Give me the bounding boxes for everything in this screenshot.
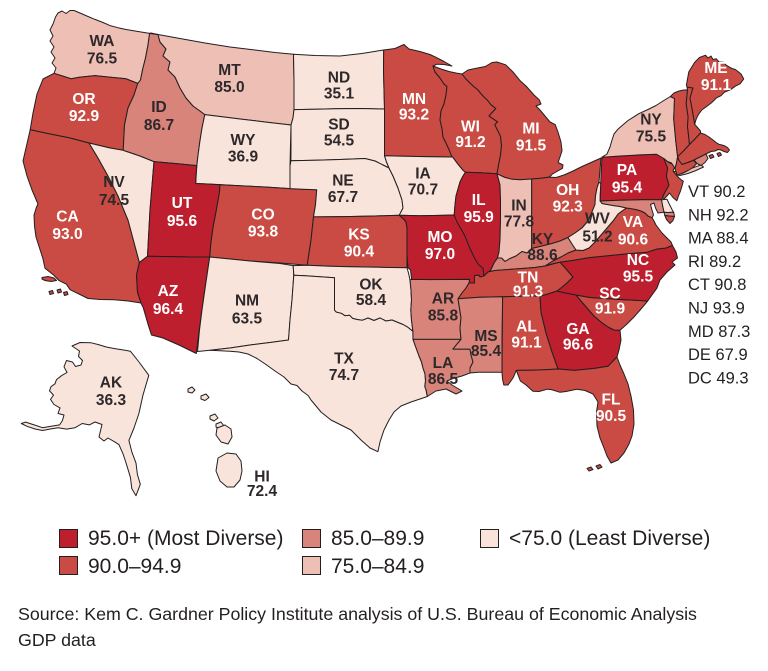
svg-text:AR: AR <box>432 291 454 308</box>
svg-text:SD: SD <box>328 116 350 133</box>
svg-text:WA: WA <box>90 33 115 50</box>
svg-text:PA: PA <box>617 162 637 179</box>
svg-text:95.9: 95.9 <box>464 209 495 226</box>
svg-text:85.4: 85.4 <box>471 343 502 360</box>
svg-text:86.5: 86.5 <box>428 371 459 388</box>
svg-text:54.5: 54.5 <box>324 133 355 150</box>
svg-text:MS: MS <box>474 328 497 345</box>
svg-text:95.4: 95.4 <box>612 180 643 197</box>
svg-text:88.6: 88.6 <box>527 247 558 264</box>
svg-text:95.6: 95.6 <box>167 213 198 230</box>
svg-text:VT 90.2: VT 90.2 <box>688 183 745 201</box>
svg-text:FL: FL <box>602 392 621 409</box>
svg-text:93.2: 93.2 <box>399 107 429 124</box>
svg-text:35.1: 35.1 <box>324 86 355 103</box>
svg-text:RI 89.2: RI 89.2 <box>688 253 741 271</box>
svg-text:85.0: 85.0 <box>214 79 244 96</box>
svg-text:IN: IN <box>511 198 527 215</box>
svg-text:OR: OR <box>72 91 95 108</box>
svg-text:63.5: 63.5 <box>232 310 263 327</box>
svg-text:MD 87.3: MD 87.3 <box>688 323 750 341</box>
svg-text:AZ: AZ <box>158 283 179 300</box>
svg-text:72.4: 72.4 <box>247 483 278 500</box>
svg-text:KY: KY <box>532 231 554 248</box>
svg-text:TN: TN <box>518 269 539 286</box>
svg-text:AK: AK <box>100 375 123 392</box>
svg-text:VA: VA <box>623 214 643 231</box>
svg-text:MT: MT <box>218 62 241 79</box>
svg-text:NY: NY <box>640 112 662 129</box>
svg-text:MA 88.4: MA 88.4 <box>688 230 749 248</box>
svg-text:MO: MO <box>428 229 453 246</box>
svg-text:96.4: 96.4 <box>153 301 184 318</box>
svg-text:MN: MN <box>402 91 426 108</box>
svg-text:OK: OK <box>359 277 383 294</box>
svg-text:NC: NC <box>627 252 649 269</box>
svg-text:93.8: 93.8 <box>248 224 279 241</box>
svg-text:67.7: 67.7 <box>328 189 358 206</box>
svg-text:90.4: 90.4 <box>344 244 375 261</box>
svg-text:93.0: 93.0 <box>52 226 82 243</box>
svg-text:91.9: 91.9 <box>595 300 626 317</box>
svg-text:97.0: 97.0 <box>425 246 455 263</box>
svg-text:91.5: 91.5 <box>516 138 547 155</box>
svg-text:ND: ND <box>328 70 350 87</box>
svg-text:74.5: 74.5 <box>99 192 130 209</box>
svg-text:ME: ME <box>704 60 727 77</box>
svg-text:CT 90.8: CT 90.8 <box>688 276 746 294</box>
svg-text:76.5: 76.5 <box>87 51 118 68</box>
svg-text:TX: TX <box>334 351 354 368</box>
svg-text:HI: HI <box>254 469 270 486</box>
svg-text:NM: NM <box>235 293 259 310</box>
svg-text:36.3: 36.3 <box>96 392 127 409</box>
svg-text:NH 92.2: NH 92.2 <box>688 206 749 224</box>
svg-text:NJ 93.9: NJ 93.9 <box>688 300 745 318</box>
svg-text:70.7: 70.7 <box>408 182 438 199</box>
svg-text:77.8: 77.8 <box>504 214 535 231</box>
svg-text:86.7: 86.7 <box>144 117 174 134</box>
svg-text:91.1: 91.1 <box>701 77 732 94</box>
svg-text:DC 49.3: DC 49.3 <box>688 369 749 387</box>
svg-text:GA: GA <box>566 321 589 338</box>
svg-text:DE 67.9: DE 67.9 <box>688 346 748 364</box>
svg-text:CA: CA <box>56 209 78 226</box>
svg-text:NV: NV <box>103 174 125 191</box>
svg-text:OH: OH <box>556 182 579 199</box>
svg-text:CO: CO <box>251 207 274 224</box>
svg-text:WV: WV <box>585 211 611 228</box>
svg-text:LA: LA <box>433 355 454 372</box>
svg-text:NE: NE <box>332 173 354 190</box>
svg-text:36.9: 36.9 <box>228 149 259 166</box>
svg-text:92.3: 92.3 <box>553 199 584 216</box>
svg-text:KS: KS <box>348 227 370 244</box>
svg-text:90.5: 90.5 <box>596 408 627 425</box>
svg-text:96.6: 96.6 <box>563 337 594 354</box>
svg-text:91.1: 91.1 <box>511 335 542 352</box>
svg-text:95.5: 95.5 <box>623 269 654 286</box>
svg-text:58.4: 58.4 <box>356 292 387 309</box>
svg-text:51.2: 51.2 <box>582 229 612 246</box>
svg-text:ID: ID <box>151 99 167 116</box>
svg-text:IA: IA <box>415 165 431 182</box>
svg-text:75.5: 75.5 <box>636 129 667 146</box>
svg-text:90.6: 90.6 <box>618 232 649 249</box>
svg-text:IL: IL <box>472 192 486 209</box>
svg-text:WY: WY <box>231 132 257 149</box>
svg-text:74.7: 74.7 <box>329 367 359 384</box>
svg-text:85.8: 85.8 <box>428 308 459 325</box>
svg-text:91.2: 91.2 <box>455 134 485 151</box>
svg-text:92.9: 92.9 <box>69 108 100 125</box>
svg-text:MI: MI <box>522 121 539 138</box>
svg-text:SC: SC <box>599 285 621 302</box>
svg-text:WI: WI <box>461 118 480 135</box>
svg-text:UT: UT <box>172 195 193 212</box>
svg-text:AL: AL <box>516 319 537 336</box>
svg-text:91.3: 91.3 <box>513 284 544 301</box>
